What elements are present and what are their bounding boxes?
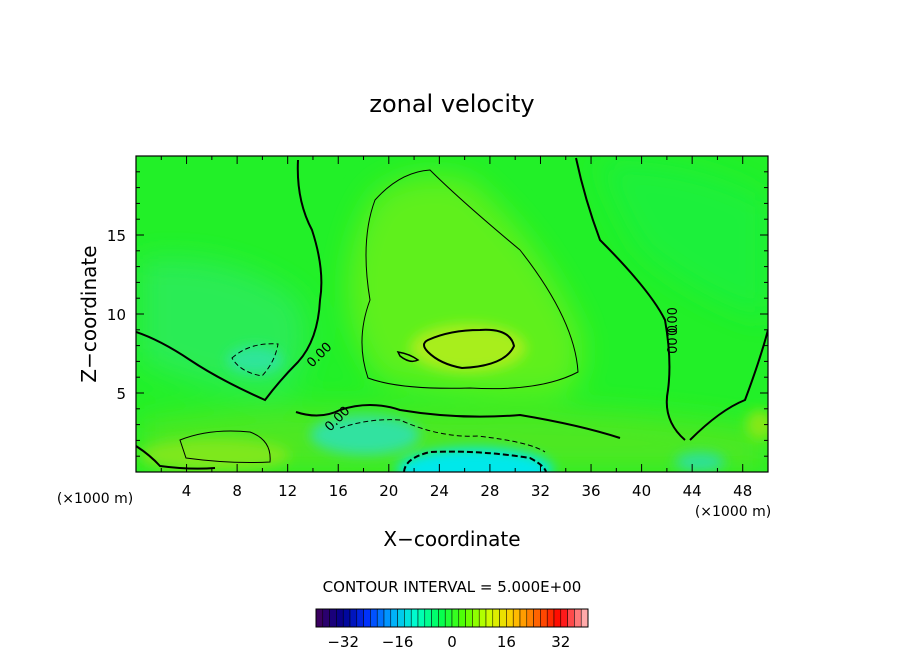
colorbar-cell-33 [540, 608, 548, 628]
colorbar-cell-16 [424, 608, 432, 628]
contour-5-bottom-left [179, 430, 271, 463]
contour-interval-note: CONTOUR INTERVAL = 5.000E+00 [323, 578, 582, 596]
contour-neg5-low [339, 419, 546, 453]
colorbar-frame [315, 608, 589, 628]
colorbar-ticks: −32 −16 0 16 32 [327, 633, 570, 651]
colorbar-cell-34 [546, 608, 555, 628]
contour-zero-low-left [136, 445, 216, 470]
colorbar-tick-label-1: −16 [382, 633, 414, 651]
colorbar-cell-6 [356, 608, 364, 628]
colorbar-cell-14 [410, 608, 419, 628]
colorbar-cell-25 [485, 608, 494, 628]
colorbar-cell-17 [431, 608, 439, 628]
y-axis-ticks: 5 10 15 [107, 171, 768, 457]
colorbar-cell-22 [465, 608, 473, 628]
colorbar-cell-19 [444, 608, 453, 628]
x-axis-ticks: 4 8 12 16 20 24 28 32 36 40 44 48 [160, 156, 752, 500]
x-tick-label-0: 4 [182, 482, 192, 500]
contour-zero-left [136, 159, 323, 402]
field-blob-right-upper [600, 160, 768, 320]
colorbar-cell-28 [506, 608, 514, 628]
colorbar-cell-10 [383, 608, 392, 628]
colorbar-cell-37 [567, 608, 575, 628]
zero-contour-label-4: 0.00 [666, 307, 681, 336]
colorbar-cell-32 [533, 608, 541, 628]
colorbar-cell-20 [451, 608, 460, 628]
contour-10-small [396, 351, 420, 363]
colorbar-cell-9 [376, 608, 385, 628]
contour-neg5-left [231, 343, 279, 377]
field-blob-low-band [140, 406, 768, 472]
x-tick-label-6: 28 [480, 482, 499, 500]
contour-zero-right [575, 157, 686, 441]
colorbar-cell-31 [526, 608, 534, 628]
field-negative-low-mid [310, 415, 420, 455]
field-negative-far-right [746, 410, 768, 440]
colorbar-cell-11 [390, 608, 398, 628]
y-axis-label: Z−coordinate [77, 245, 101, 382]
contour-zero-low-mid [295, 404, 621, 439]
colorbar-cell-18 [438, 608, 446, 628]
colorbar-cell-29 [512, 608, 521, 628]
x-tick-label-9: 40 [632, 482, 651, 500]
x-tick-label-4: 20 [379, 482, 398, 500]
colorbar-cell-1 [322, 608, 330, 628]
colorbar-cell-12 [397, 608, 405, 628]
field-negative-left [227, 346, 283, 374]
colorbar-tick-label-0: −32 [327, 633, 359, 651]
x-unit-left: (×1000 m) [57, 491, 133, 507]
colorbar [315, 608, 589, 628]
x-unit-right: (×1000 m) [695, 504, 771, 520]
y-tick-label-1: 10 [107, 306, 126, 324]
field-positive-bottom-left [140, 439, 290, 471]
zero-contour-label-3: 0.00 [663, 325, 678, 354]
colorbar-cell-2 [329, 608, 337, 628]
colorbar-cell-0 [315, 608, 324, 628]
contour-zero-far-right [689, 329, 768, 441]
colorbar-cell-26 [492, 608, 500, 628]
colorbar-cell-27 [499, 608, 507, 628]
chart-title: zonal velocity [369, 90, 534, 118]
y-tick-label-2: 15 [107, 227, 126, 245]
field-negative-bottom-core [397, 448, 553, 472]
colorbar-cell-4 [342, 608, 351, 628]
colorbar-cell-15 [417, 608, 426, 628]
colorbar-cell-21 [458, 608, 466, 628]
contour-5-upper [361, 169, 579, 390]
colorbar-cell-13 [404, 608, 412, 628]
x-tick-label-5: 24 [430, 482, 449, 500]
colorbar-cell-24 [478, 608, 487, 628]
x-tick-label-10: 44 [683, 482, 702, 500]
x-tick-label-3: 16 [329, 482, 348, 500]
colorbar-cell-5 [349, 608, 358, 628]
colorbar-cell-3 [336, 608, 344, 628]
colorbar-tick-label-2: 0 [447, 633, 457, 651]
colorbar-cell-23 [472, 608, 480, 628]
colorbar-cell-39 [580, 608, 589, 628]
y-tick-label-0: 5 [116, 385, 126, 403]
colorbar-cell-35 [553, 608, 562, 628]
field-negative-bottom-right [675, 452, 725, 472]
colorbar-cell-36 [560, 608, 568, 628]
x-tick-label-1: 8 [232, 482, 242, 500]
contour-10-center [423, 328, 516, 370]
x-tick-label-7: 32 [531, 482, 550, 500]
velocity-field: 0.00 0.00 0.00 0.00 [136, 156, 768, 472]
colorbar-cell-7 [363, 608, 371, 628]
colorbar-tick-label-3: 16 [497, 633, 516, 651]
x-tick-label-2: 12 [278, 482, 297, 500]
colorbar-cell-30 [519, 608, 528, 628]
field-blob-upper-positive [348, 174, 583, 396]
x-axis-label: X−coordinate [383, 527, 520, 551]
x-tick-label-8: 36 [581, 482, 600, 500]
x-tick-label-11: 48 [733, 482, 752, 500]
colorbar-cell-38 [574, 608, 582, 628]
colorbar-tick-label-4: 32 [551, 633, 570, 651]
colorbar-cell-8 [370, 608, 378, 628]
